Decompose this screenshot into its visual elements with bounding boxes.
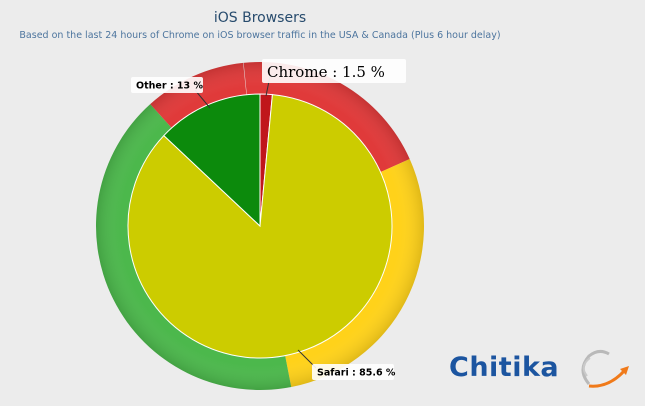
- slice-label-safari: Safari : 85.6 %: [317, 368, 396, 379]
- slice-label-other: Other : 13 %: [136, 81, 203, 92]
- label-box: [312, 364, 394, 380]
- chart-title: iOS Browsers: [213, 10, 307, 26]
- label-box: [262, 59, 406, 83]
- slice-labels: Chrome : 1.5 % Safari : 85.6 % Other : 13 …: [131, 59, 406, 380]
- label-box: [131, 77, 203, 93]
- chitika-logo: Chitika: [449, 348, 639, 392]
- swoosh-icon: [581, 349, 629, 388]
- inner-pie: [127, 93, 393, 359]
- slice-label-chrome: Chrome : 1.5 %: [267, 63, 385, 81]
- logo-text: Chitika: [449, 352, 560, 383]
- chart-subtitle: Based on the last 24 hours of Chrome on …: [19, 30, 501, 41]
